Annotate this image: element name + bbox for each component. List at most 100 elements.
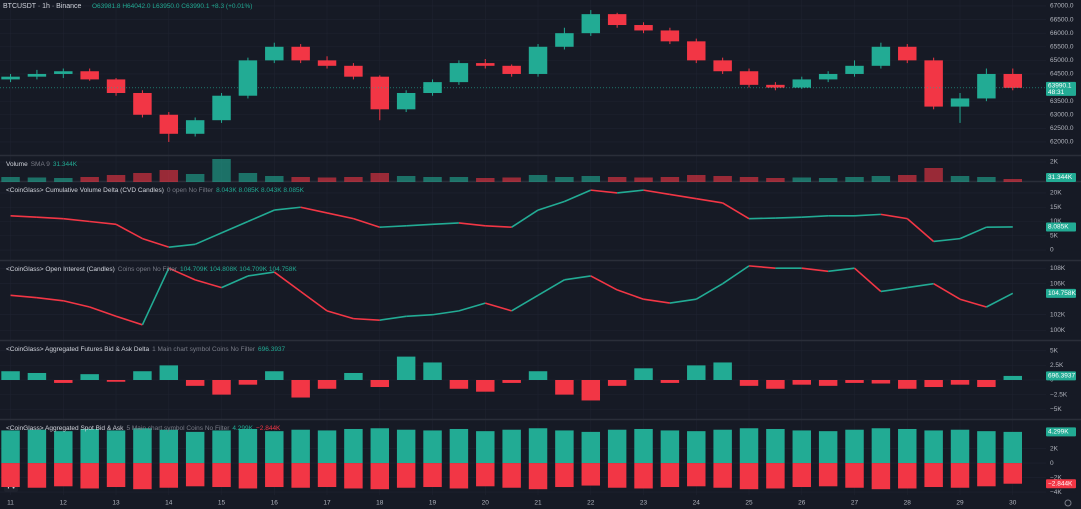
line-segment [854,213,881,217]
y-tick-label: 108K [1050,265,1066,272]
bar [528,371,548,380]
bar [212,463,231,488]
candle-body [924,60,943,107]
candle-body [344,65,363,77]
bar [871,463,891,490]
y-tick-label: 66000.0 [1050,30,1074,37]
candle-body [27,73,47,77]
line-segment [458,302,486,312]
bar [977,431,996,464]
bar [238,173,258,182]
line-segment [89,306,117,318]
pane-header: Volume SMA 9 31.344K [6,161,78,168]
y-tick-label: 66500.0 [1050,16,1074,23]
last-value-label: 696.3937 [1048,373,1075,380]
bar [766,428,785,464]
bar [212,380,231,395]
line-segment [853,267,882,293]
candle-body [106,79,126,93]
bar [80,374,99,380]
bar [238,463,258,489]
y-tick-label: 106K [1050,280,1066,287]
bar [80,177,99,182]
bar [265,431,284,464]
bar [423,430,442,464]
line-segment [537,200,565,211]
bar [898,380,917,389]
x-tick-label: 16 [271,500,279,507]
bar [449,177,469,182]
x-tick-label: 13 [112,500,120,507]
bar [54,431,73,464]
line-segment [933,283,961,300]
y-tick-label: −2.5K [1050,391,1068,398]
bar [159,429,179,464]
y-tick-label: 0 [1050,460,1054,467]
pane-header: <CoinGlass> Aggregated Spot Bid & Ask 5 M… [6,425,281,432]
bar [344,428,363,464]
bar [898,175,917,182]
bar [476,380,495,392]
bar [528,175,548,182]
bar [449,463,469,489]
candle-body [159,114,179,134]
series-legend: 4.299K [232,425,253,432]
y-tick-label: 0 [1050,247,1054,254]
marks [0,10,1046,490]
line-segment [142,237,170,248]
line-segment [406,313,433,318]
bar [1,371,20,380]
line-segment [10,294,37,299]
y-tick-label: 100K [1050,327,1066,334]
x-tick-label: 14 [165,500,173,507]
bar [502,429,521,464]
bar [317,430,337,464]
bar [106,430,126,464]
y-tick-label: 64500.0 [1050,71,1074,78]
bar [792,430,812,464]
pane-header: <CoinGlass> Aggregated Futures Bid & Ask… [6,346,286,353]
line-segment [722,265,750,285]
bar [687,431,706,464]
bar [528,463,548,490]
bar [370,463,390,490]
bar [212,159,231,182]
candle-body [396,93,416,110]
bar [423,362,442,380]
last-value-label: 104.758K [1048,290,1076,297]
bar [291,177,310,182]
bar [476,463,495,487]
candle-body [687,41,706,61]
line-segment [194,232,222,246]
bar [950,429,970,464]
bar [687,463,706,487]
bar [317,463,337,488]
y-tick-label: 2K [1050,159,1059,166]
header-title: <CoinGlass> Open Interest (Candles) [6,266,115,273]
bar [845,463,864,488]
bar [344,177,363,182]
last-value-label: 31.344K [1048,174,1073,181]
line-segment [89,220,117,226]
header-legend: 104.709K 104.808K 104.709K 104.758K [180,266,297,273]
header-params: Coins open No Filter [118,266,178,273]
line-segment [168,243,196,248]
bar [291,380,310,398]
settings-icon[interactable] [1064,499,1072,507]
line-segment [300,290,328,312]
header-title: <CoinGlass> Aggregated Spot Bid & Ask [6,425,124,432]
line-segment [880,286,908,293]
bar [924,380,943,388]
bar [555,430,574,464]
y-tick-label: 5K [1050,347,1059,354]
bar [238,428,258,464]
candle-body [977,73,996,99]
bar [977,177,996,182]
line-segment [669,298,697,304]
bar [133,463,152,490]
line-segment [511,294,539,312]
bar [687,175,706,182]
bar [950,176,970,182]
x-tick-label: 12 [60,500,68,507]
candle-body [1,76,20,80]
